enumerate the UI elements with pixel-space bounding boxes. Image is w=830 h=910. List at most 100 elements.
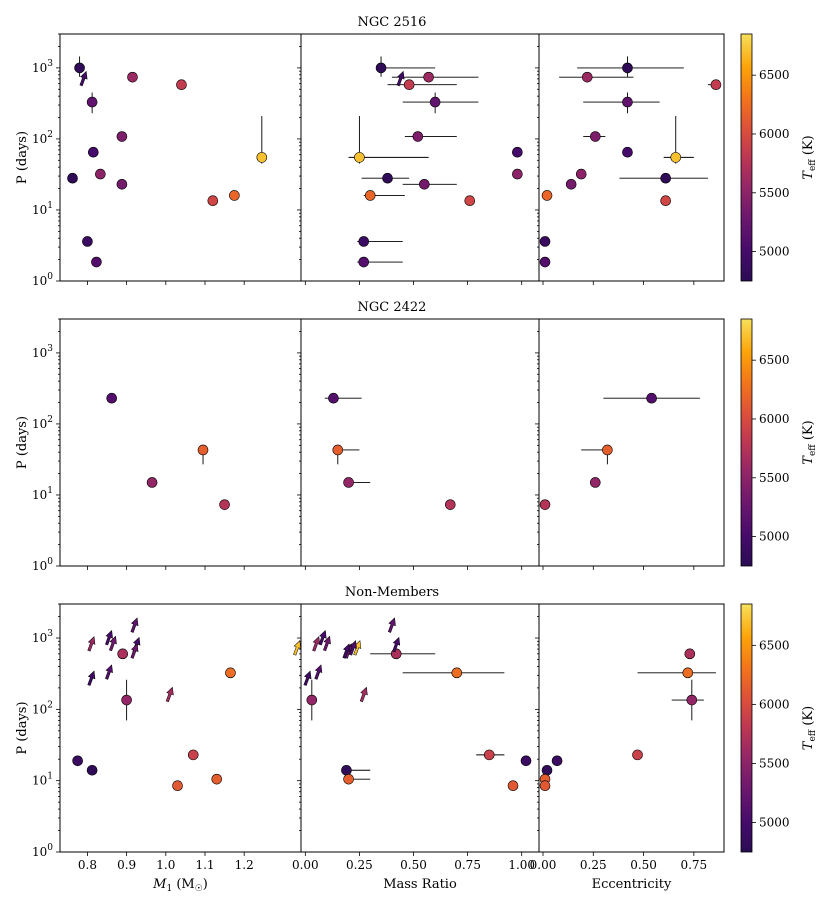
data-point (444, 499, 456, 510)
data-point (225, 667, 236, 679)
x-axis-label: M1 (M☉) (152, 877, 208, 894)
data-point (375, 62, 387, 74)
data-point (211, 773, 223, 785)
colorbar (740, 33, 753, 282)
x-tick-label: 0.50 (400, 858, 427, 872)
data-point (539, 256, 551, 268)
y-tick-label: 100 (32, 557, 53, 573)
axes-frame (538, 603, 725, 853)
data-point (95, 168, 106, 180)
data-point (541, 764, 553, 776)
data-point (207, 195, 219, 207)
data-point (622, 62, 633, 74)
colorbar-tick-label: 6500 (759, 68, 790, 82)
y-tick-label: 103 (32, 344, 53, 360)
arrow-shape (79, 70, 88, 87)
panel-title: Non-Members (345, 585, 439, 600)
lower-limit-arrow (396, 70, 405, 87)
text-labels: NGC 2516 100 101 102 103 P (days) 5000 5500 6000… (15, 15, 818, 894)
data-point (575, 168, 587, 180)
x-tick-label: 0.9 (117, 858, 136, 872)
data-point (507, 780, 519, 792)
lower-limit-arrow (130, 617, 139, 633)
y-tick-label: 100 (32, 843, 53, 859)
axes-frame (59, 603, 302, 853)
lower-limit-arrow (387, 617, 396, 633)
x-axis-label: Eccentricity (592, 877, 672, 892)
lower-limit-arrow (323, 635, 331, 652)
data-point (539, 236, 551, 247)
data-point (423, 71, 434, 83)
y-tick-label: 101 (32, 772, 53, 788)
data-point (343, 477, 354, 488)
y-tick-label: 102 (32, 415, 53, 431)
data-point (116, 178, 128, 190)
colorbar-tick-label: 6000 (759, 697, 790, 711)
data-point (146, 477, 158, 488)
lower-limit-arrow (87, 636, 96, 652)
colorbar-tick-label: 6000 (759, 127, 790, 141)
y-axis-label: P (days) (15, 701, 30, 754)
arrow-shape (396, 70, 405, 87)
data-point (358, 256, 370, 268)
lower-limit-arrow (392, 636, 401, 653)
data-point (72, 755, 83, 767)
arrow-shape (105, 664, 113, 680)
data-marks (67, 56, 722, 792)
arrow-shape (348, 640, 357, 656)
x-tick-label: 0.75 (680, 858, 707, 872)
data-point (176, 79, 187, 90)
x-tick-label: 0.25 (580, 858, 607, 872)
lower-limit-arrow (342, 643, 351, 659)
data-point (328, 392, 339, 404)
data-point (602, 444, 613, 456)
y-tick-label: 101 (32, 201, 53, 217)
data-point (197, 444, 209, 456)
data-point (332, 444, 344, 456)
data-point (512, 146, 523, 158)
data-point (622, 146, 633, 158)
data-point (565, 178, 577, 190)
colorbar (740, 318, 753, 567)
colorbar-tick-label: 6000 (759, 412, 790, 426)
lower-limit-arrow (348, 640, 357, 656)
axes-frame (538, 318, 725, 567)
data-point (74, 62, 85, 74)
data-point (358, 236, 370, 247)
y-tick-label: 102 (32, 130, 53, 146)
data-point (117, 648, 128, 660)
data-point (539, 499, 551, 510)
colorbar-tick-label: 6500 (759, 638, 790, 652)
axes-frames (56, 33, 756, 856)
data-point (590, 131, 601, 142)
axes-frame (300, 318, 540, 567)
lower-limit-arrow (108, 635, 117, 652)
data-point (82, 236, 93, 247)
data-point (581, 71, 593, 83)
data-point (622, 96, 633, 108)
data-point (686, 694, 698, 706)
arrow-shape (108, 635, 117, 652)
data-point (382, 172, 393, 184)
arrow-shape (359, 686, 368, 703)
arrow-shape (342, 643, 351, 659)
data-point (541, 190, 553, 201)
data-point (429, 96, 441, 108)
data-point (632, 749, 643, 761)
lower-limit-arrow (318, 629, 327, 646)
data-point (684, 648, 696, 660)
axes-frame (300, 603, 540, 853)
colorbar-label: Teff (K) (801, 420, 818, 464)
data-point (106, 392, 118, 404)
data-point (91, 256, 102, 268)
x-axis-label: Mass Ratio (383, 877, 457, 892)
y-tick-label: 100 (32, 272, 53, 288)
data-point (364, 190, 376, 201)
data-point (172, 780, 183, 792)
data-point (256, 152, 268, 163)
x-tick-label: 0.00 (292, 858, 319, 872)
arrow-shape (87, 636, 96, 652)
axes-frame (59, 318, 302, 567)
data-point (539, 780, 551, 792)
arrow-shape (314, 664, 323, 680)
